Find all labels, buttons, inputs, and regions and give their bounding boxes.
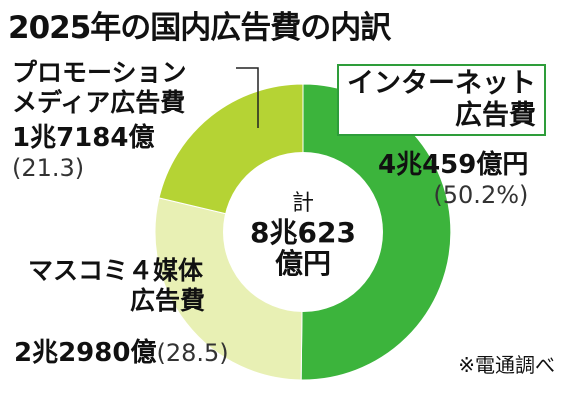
leader-line: [236, 67, 259, 128]
donut-hole: [223, 152, 383, 312]
label-mass-media-values: 2兆2980億(28.5): [14, 338, 229, 369]
source-note: ※電通調べ: [458, 353, 555, 377]
total-prefix: 計: [291, 191, 314, 216]
label-promotion-line2: メディア広告費: [12, 87, 186, 117]
label-internet-line2: 広告費: [455, 99, 536, 131]
total-amount: 8兆623: [250, 215, 356, 249]
label-mass-media-line1: マスコミ４媒体: [28, 256, 204, 285]
amount-internet: 4兆459億円: [378, 150, 529, 180]
label-internet-values: 4兆459億円 (50.2%): [378, 150, 528, 209]
chart-title: 2025年の国内広告費の内訳: [8, 10, 391, 46]
total-unit: 億円: [274, 246, 331, 280]
amount-promotion: 1兆7184億: [12, 123, 155, 153]
percent-promotion: (21.3): [12, 153, 85, 182]
percent-mass-media: (28.5): [156, 339, 229, 367]
label-mass-media-line2: 広告費: [130, 285, 206, 315]
label-internet: インターネット 広告費: [337, 64, 546, 136]
label-internet-line1: インターネット: [347, 68, 536, 99]
label-promotion: プロモーション メディア広告費 1兆7184億 (21.3): [12, 58, 187, 182]
label-promotion-line1: プロモーション: [12, 58, 187, 87]
label-mass-media: マスコミ４媒体 広告費: [28, 256, 205, 315]
amount-mass-media: 2兆2980億: [14, 338, 157, 368]
percent-internet: (50.2%): [433, 180, 529, 209]
total-label: 計 8兆623 億円: [233, 191, 373, 280]
